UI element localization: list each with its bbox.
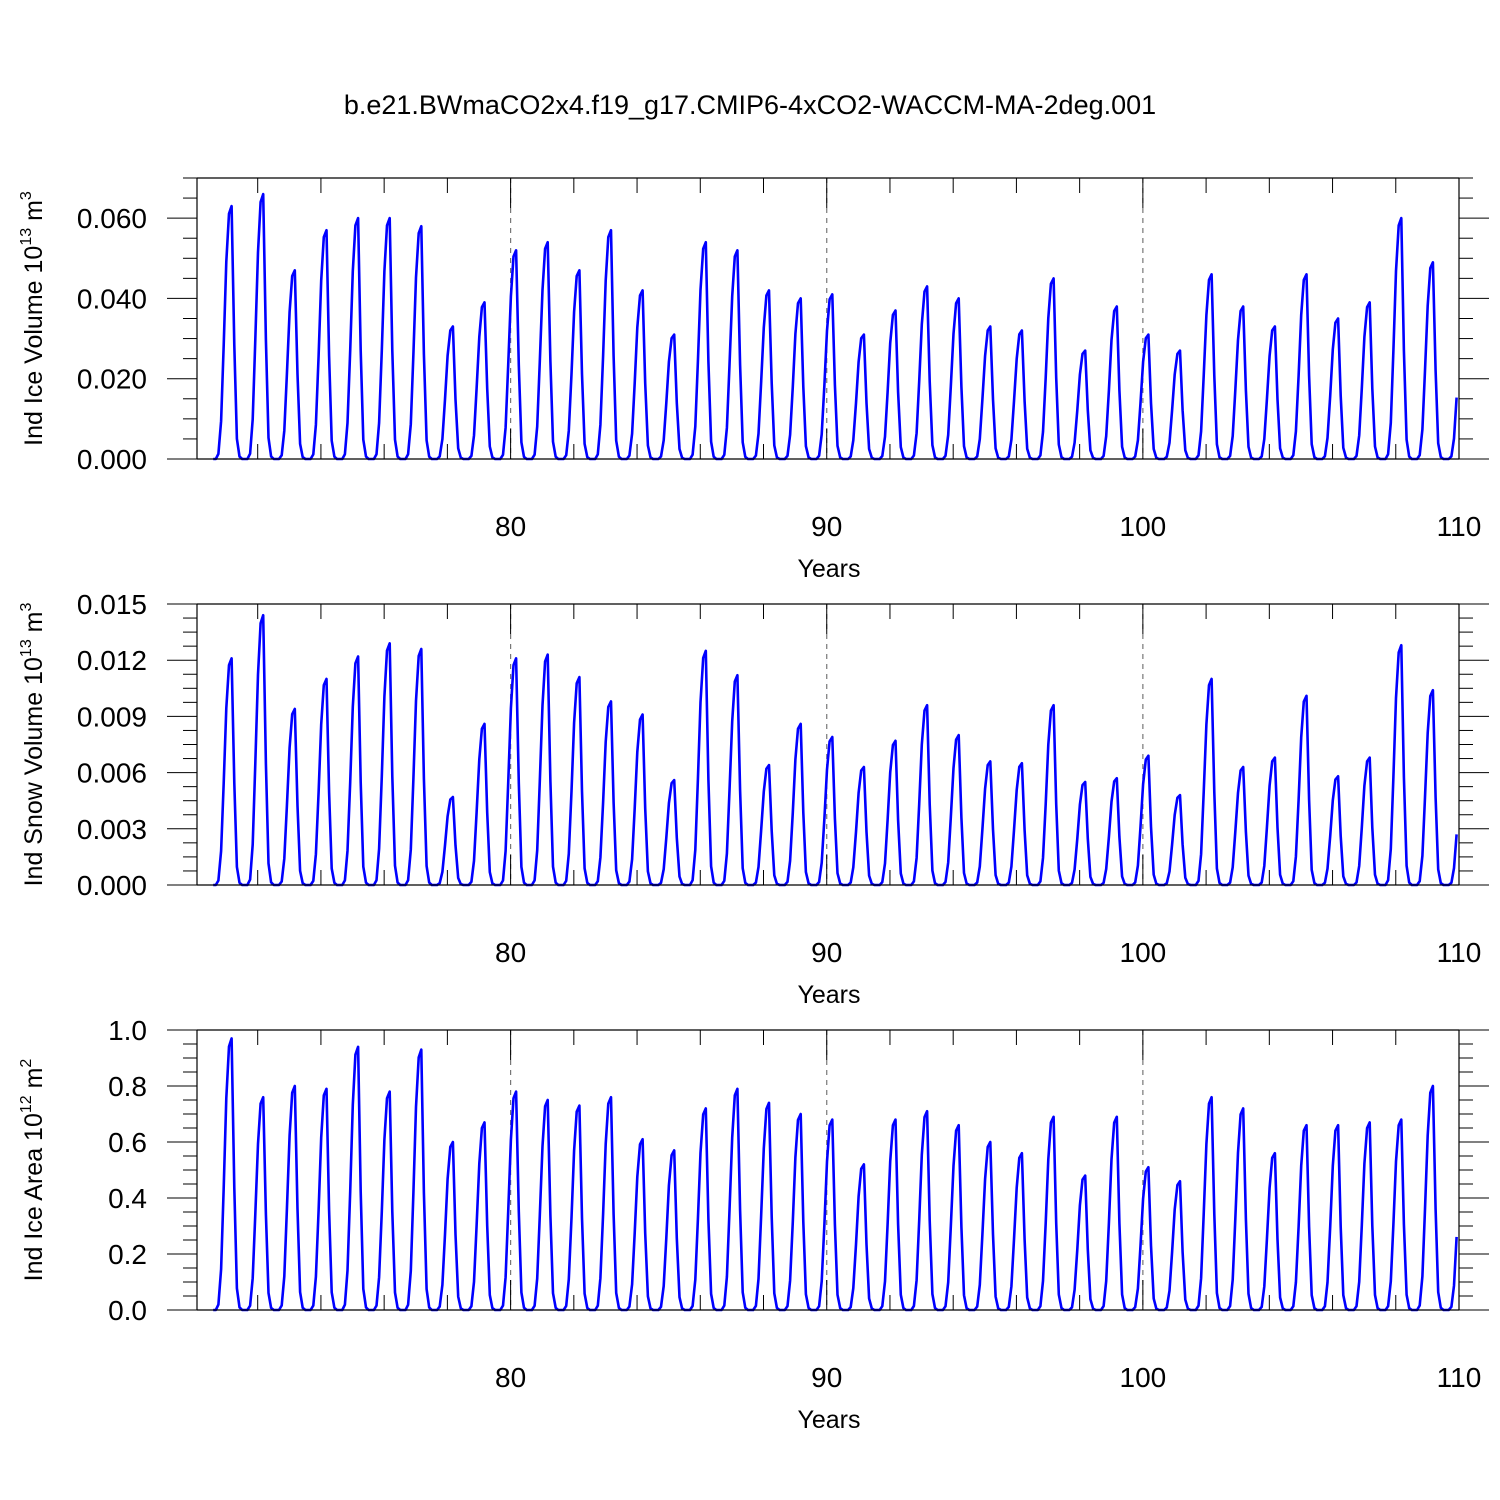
- y-tick-label-1: 0.2: [108, 1239, 147, 1270]
- x-axis-label: Years: [797, 555, 860, 583]
- chart-title: b.e21.BWmaCO2x4.f19_g17.CMIP6-4xCO2-WACC…: [344, 90, 1156, 120]
- x-tick-label-80: 80: [495, 937, 526, 968]
- y-tick-label-0: 0.000: [77, 870, 147, 901]
- y-axis-label-unit: m: [20, 1068, 48, 1096]
- y-axis-label-exponent: 13: [18, 228, 35, 246]
- x-tick-label-90: 90: [811, 937, 842, 968]
- y-tick-label-2: 0.040: [77, 283, 147, 314]
- x-tick-label-110: 110: [1437, 511, 1482, 542]
- series-line: [213, 613, 1458, 887]
- y-tick-label-4: 0.8: [108, 1071, 147, 1102]
- y-tick-label-3: 0.060: [77, 203, 147, 234]
- y-tick-label-2: 0.006: [77, 758, 147, 789]
- panel-3: 80 90 100 110 Years 0.0 0.2 0.4 0.6 0.8 1.0 Ind Ice…: [18, 1015, 1489, 1434]
- y-axis-label: Ind Ice Volume 1013 m3: [18, 191, 48, 446]
- y-axis-label-unit-exponent: 3: [18, 191, 35, 200]
- x-tick-label-100: 100: [1120, 1362, 1167, 1393]
- y-tick-label-5: 0.015: [77, 589, 147, 620]
- x-tick-label-80: 80: [495, 1362, 526, 1393]
- y-tick-label-5: 1.0: [108, 1015, 147, 1046]
- y-axis-label-exponent: 13: [18, 639, 35, 657]
- y-axis-label-unit-exponent: 2: [18, 1059, 35, 1068]
- y-axis-label: Ind Snow Volume 1013 m3: [18, 603, 48, 887]
- y-axis-label-unit: m: [20, 612, 48, 640]
- x-tick-label-90: 90: [811, 1362, 842, 1393]
- x-tick-label-110: 110: [1437, 1362, 1482, 1393]
- x-tick-label-100: 100: [1120, 937, 1167, 968]
- x-tick-label-90: 90: [811, 511, 842, 542]
- panels: 80 90 100 110 Years 0.000 0.020 0.040 0.060 Ind I…: [18, 177, 1489, 1434]
- x-axis-label: Years: [797, 1406, 860, 1434]
- x-tick-label-110: 110: [1437, 937, 1482, 968]
- y-tick-label-2: 0.4: [108, 1183, 147, 1214]
- y-axis-label-unit: m: [20, 200, 48, 228]
- x-axis-label: Years: [797, 981, 860, 1009]
- y-axis-label-text: Ind Ice Volume 10: [20, 246, 48, 446]
- panel-1: 80 90 100 110 Years 0.000 0.020 0.040 0.060 Ind I…: [18, 177, 1489, 583]
- series-line: [213, 192, 1458, 461]
- panel-2: 80 90 100 110 Years 0.000 0.003 0.006 0.009 0.012…: [18, 589, 1489, 1009]
- y-axis-label-text: Ind Ice Area 10: [20, 1113, 48, 1281]
- y-tick-label-4: 0.012: [77, 645, 147, 676]
- y-tick-label-0: 0.0: [108, 1295, 147, 1326]
- x-tick-label-80: 80: [495, 511, 526, 542]
- y-tick-label-3: 0.009: [77, 701, 147, 732]
- y-axis-label-unit-exponent: 3: [18, 603, 35, 612]
- y-axis-label-text: Ind Snow Volume 10: [20, 657, 48, 886]
- x-tick-label-100: 100: [1120, 511, 1167, 542]
- y-tick-label-1: 0.020: [77, 364, 147, 395]
- series-line: [213, 1037, 1458, 1312]
- y-axis-label: Ind Ice Area 1012 m2: [18, 1059, 48, 1282]
- y-tick-label-3: 0.6: [108, 1127, 147, 1158]
- y-tick-label-0: 0.000: [77, 444, 147, 475]
- y-axis-label-exponent: 12: [18, 1095, 35, 1113]
- y-tick-label-1: 0.003: [77, 814, 147, 845]
